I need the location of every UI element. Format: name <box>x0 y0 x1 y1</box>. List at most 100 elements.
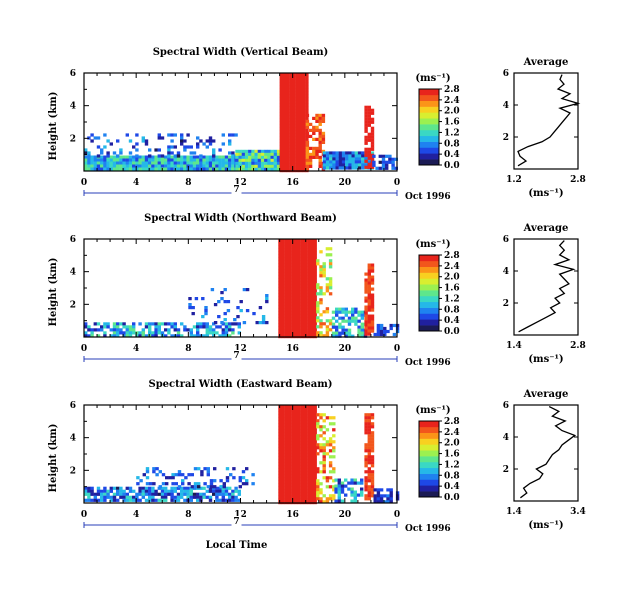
heatmap-cell <box>307 296 311 300</box>
average-title: Average <box>523 223 569 234</box>
heatmap-cell <box>225 476 230 480</box>
heatmap-cell <box>284 468 289 472</box>
heatmap-cell <box>329 154 333 158</box>
heatmap-cell <box>237 325 241 329</box>
heatmap-cell <box>286 124 290 128</box>
heatmap-cell <box>316 413 320 417</box>
heatmap-cell <box>106 167 110 171</box>
heatmap-cell <box>322 163 327 167</box>
heatmap-cell <box>298 118 303 122</box>
heatmap-cell <box>132 489 136 493</box>
heatmap-cell <box>307 441 311 445</box>
heatmap-cell <box>173 489 177 493</box>
heatmap-cell <box>378 154 382 158</box>
heatmap-cell <box>109 489 113 493</box>
heatmap-cell <box>125 495 129 499</box>
heatmap-cell <box>284 329 289 333</box>
heatmap-cell <box>316 425 320 429</box>
heatmap-cell <box>364 141 368 145</box>
heatmap-cell <box>90 498 94 502</box>
heatmap-cell <box>287 251 292 255</box>
heatmap-cell <box>303 474 308 478</box>
heatmap-cell <box>386 500 390 504</box>
heatmap-cell <box>291 308 295 312</box>
heatmap-cell <box>348 163 352 167</box>
heatmap-cell <box>294 293 298 297</box>
heatmap-cell <box>334 484 338 488</box>
heatmap-cell <box>325 286 330 290</box>
y-tick-label: 2 <box>70 134 76 144</box>
heatmap-cell <box>157 154 161 158</box>
heatmap-cell <box>297 287 301 291</box>
heatmap-cell <box>106 325 110 329</box>
heatmap-cell <box>325 325 330 329</box>
heatmap-cell <box>307 477 311 481</box>
heatmap-cell <box>303 441 308 445</box>
heatmap-cell <box>344 331 348 335</box>
heatmap-cell <box>183 325 187 329</box>
heatmap-cell <box>307 474 311 478</box>
heatmap-cell <box>294 483 298 487</box>
heatmap-cell <box>310 456 314 460</box>
heatmap-cell <box>322 274 326 278</box>
heatmap-cell <box>167 161 171 165</box>
heatmap-cell <box>297 257 301 261</box>
heatmap-cell <box>297 302 301 306</box>
heatmap-cell <box>284 471 289 475</box>
heatmap-cell <box>109 498 113 502</box>
heatmap-cell <box>286 82 290 86</box>
heatmap-cell <box>286 79 290 83</box>
heatmap-cell <box>183 139 187 143</box>
y-tick-label: 6 <box>70 235 76 245</box>
heatmap-cell <box>181 479 185 483</box>
y-tick-label: 2 <box>70 466 76 476</box>
heatmap-cell <box>338 166 343 170</box>
heatmap-cell <box>136 482 140 486</box>
heatmap-cell <box>300 251 305 255</box>
heatmap-cell <box>370 464 375 468</box>
heatmap-cell <box>335 154 339 158</box>
heatmap-cell <box>170 495 174 499</box>
heatmap-cell <box>364 326 368 330</box>
heatmap-cell <box>351 154 355 158</box>
heatmap-cell <box>170 164 174 168</box>
heatmap-cell <box>202 142 206 146</box>
heatmap-cell <box>364 138 368 142</box>
heatmap-cell <box>224 322 229 326</box>
heatmap-cell <box>305 122 310 126</box>
heatmap-cell <box>167 492 171 496</box>
heatmap-cell <box>284 417 289 421</box>
heatmap-cell <box>313 239 317 243</box>
heatmap-cell <box>125 331 129 335</box>
heatmap-cell <box>300 293 305 297</box>
heatmap-cell <box>300 486 305 490</box>
heatmap-cell <box>255 321 259 325</box>
heatmap-cell <box>295 166 299 170</box>
heatmap-cell <box>235 149 239 153</box>
heatmap-cell <box>354 319 358 323</box>
heatmap-cell <box>367 419 371 423</box>
heatmap-cell <box>370 314 375 318</box>
heatmap-cell <box>313 317 317 321</box>
heatmap-cell <box>313 441 317 445</box>
heatmap-cell <box>170 161 174 165</box>
heatmap-cell <box>103 489 107 493</box>
heatmap-cell <box>388 157 392 161</box>
heatmap-cell <box>160 486 165 490</box>
heatmap-cell <box>128 498 133 502</box>
heatmap-cell <box>291 429 295 433</box>
average-y-tick-label: 2 <box>503 465 509 475</box>
heatmap-cell <box>238 485 242 489</box>
heatmap-cell <box>318 128 322 132</box>
heatmap-cell <box>279 130 283 134</box>
heatmap-cell <box>232 476 236 480</box>
heatmap-cell <box>298 91 303 95</box>
heatmap-cell <box>100 158 104 162</box>
heatmap-cell <box>318 140 322 144</box>
heatmap-cell <box>337 493 341 497</box>
heatmap-cell <box>295 106 299 110</box>
heatmap-cell <box>128 158 133 162</box>
x-tick-label: 12 <box>234 178 247 188</box>
heatmap-cell <box>281 441 285 445</box>
average-x-label: (ms⁻¹) <box>528 354 563 365</box>
